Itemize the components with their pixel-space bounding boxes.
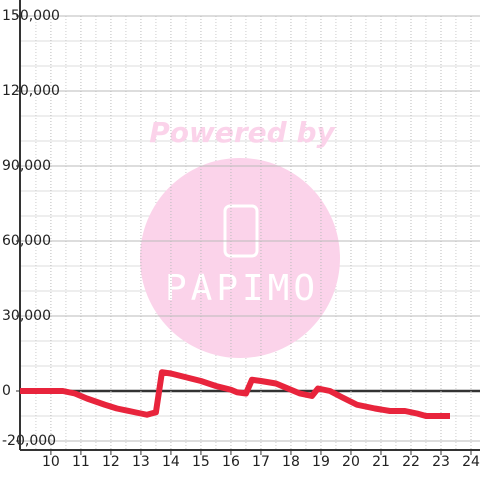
y-tick-label: 90,000 <box>2 158 51 174</box>
x-tick-label: 14 <box>162 454 180 470</box>
watermark-circle <box>140 158 340 358</box>
watermark-icon <box>223 204 259 258</box>
y-tick-label: 120,000 <box>2 83 60 99</box>
y-tick-label: 60,000 <box>2 233 51 249</box>
x-tick-label: 23 <box>432 454 450 470</box>
y-tick-label: 150,000 <box>2 8 60 24</box>
x-tick-label: 10 <box>42 454 60 470</box>
x-tick-label: 12 <box>102 454 120 470</box>
x-tick-label: 22 <box>402 454 420 470</box>
x-tick-label: 18 <box>282 454 300 470</box>
x-tick-label: 19 <box>312 454 330 470</box>
watermark: Powered by PAPIMO <box>140 116 340 358</box>
x-tick-label: 24 <box>462 454 480 470</box>
x-tick-label: 11 <box>72 454 90 470</box>
y-tick-label: -20,000 <box>2 433 56 449</box>
x-tick-label: 20 <box>342 454 360 470</box>
y-tick-label: 30,000 <box>2 308 51 324</box>
watermark-brand: PAPIMO <box>165 268 319 309</box>
x-tick-label: 21 <box>372 454 390 470</box>
x-tick-label: 17 <box>252 454 270 470</box>
line-series <box>20 369 450 419</box>
watermark-title: Powered by <box>149 116 336 149</box>
x-tick-label: 15 <box>192 454 210 470</box>
x-tick-label: 13 <box>132 454 150 470</box>
x-tick-label: 16 <box>222 454 240 470</box>
y-tick-label: 0 <box>2 383 11 399</box>
